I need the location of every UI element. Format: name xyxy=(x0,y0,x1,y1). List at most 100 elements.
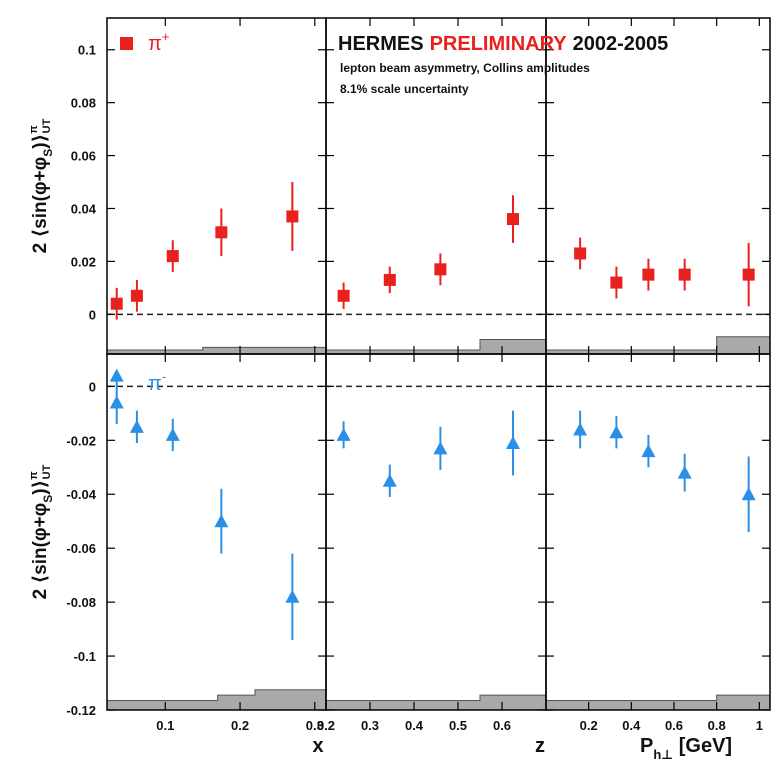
data-point-pi-plus xyxy=(337,289,350,302)
systematic-bands xyxy=(106,336,771,711)
data-point-pi-minus xyxy=(109,395,124,409)
data-point-pi-minus xyxy=(573,422,588,436)
legend-label-base: π xyxy=(148,33,162,55)
header-status: PRELIMINARY xyxy=(430,33,568,55)
x-axis-title: z xyxy=(535,735,545,757)
x-axis-title-base: P xyxy=(640,735,653,757)
x-tick-label: 0.4 xyxy=(622,718,641,733)
data-marks xyxy=(109,182,756,640)
legend-marker-pi-plus xyxy=(120,37,133,50)
x-tick-label: 0.6 xyxy=(665,718,683,733)
y-axis-title-sup: π xyxy=(28,125,40,134)
x-axis-title: x xyxy=(312,735,323,757)
x-tick-label: 0.2 xyxy=(317,718,335,733)
x-axis-title-suffix: [GeV] xyxy=(673,735,732,757)
systematic-band-pi-minus-col-2 xyxy=(545,694,771,711)
y-axis-title-sup: π xyxy=(28,471,40,480)
data-point-pi-minus xyxy=(285,589,300,603)
data-point-pi-minus xyxy=(214,514,229,528)
panel-frame-row-1-col-2 xyxy=(545,353,771,711)
data-point-pi-minus xyxy=(382,473,397,487)
data-point-pi-minus xyxy=(609,425,624,439)
y-axis-title: 2 ⟨sin(φ+φS)⟩πUT xyxy=(28,118,55,253)
data-point-pi-plus xyxy=(166,250,179,263)
x-axis-title-base: x xyxy=(312,735,323,757)
y-axis-title-base: 2 ⟨sin(φ+φ xyxy=(30,157,51,254)
y-axis-title-base: 2 ⟨sin(φ+φ xyxy=(30,503,51,600)
y-axis-title-close: )⟩ xyxy=(30,480,51,495)
header-subtitle: lepton beam asymmetry, Collins amplitude… xyxy=(340,61,590,75)
tick-labels: 0 0.02 0.04 0.06 0.08 0.1 0 -0.02 -0.04 -0.06 -0.0… xyxy=(66,43,763,733)
data-point-pi-plus xyxy=(642,268,655,281)
x-tick-label: 1 xyxy=(756,718,763,733)
y-axis-title: 2 ⟨sin(φ+φS)⟩πUT xyxy=(28,464,55,599)
axis-ticks xyxy=(107,18,770,711)
data-point-pi-plus xyxy=(110,297,123,310)
systematic-band-pi-plus-col-0 xyxy=(106,346,327,355)
y-axis-title-sub: UT xyxy=(41,464,53,479)
legend-label-sup: - xyxy=(162,369,166,384)
y-tick-label: 0.1 xyxy=(78,43,96,58)
data-point-pi-minus xyxy=(741,487,756,501)
x-tick-label: 0.3 xyxy=(306,718,324,733)
data-point-pi-minus-extra xyxy=(109,368,124,382)
x-tick-label: 0.2 xyxy=(231,718,249,733)
y-tick-label: -0.06 xyxy=(66,541,96,556)
y-axis-title-sub-s: S xyxy=(41,495,55,503)
y-tick-label: -0.02 xyxy=(66,433,96,448)
x-tick-label: 0.6 xyxy=(493,718,511,733)
header-experiment: HERMES xyxy=(338,33,424,55)
x-axis-title: Ph⊥ [GeV] xyxy=(640,735,732,762)
data-point-pi-minus xyxy=(129,419,144,433)
data-point-pi-plus xyxy=(507,213,519,226)
x-tick-label: 0.1 xyxy=(156,718,174,733)
systematic-band-pi-minus-col-1 xyxy=(325,676,547,711)
panel-frame-row-1-col-0 xyxy=(106,353,327,711)
data-point-pi-plus xyxy=(383,273,396,286)
data-point-pi-plus xyxy=(286,210,299,223)
legend-label-base: π xyxy=(148,373,162,395)
y-tick-label: 0.04 xyxy=(71,201,97,216)
data-point-pi-plus xyxy=(215,226,228,239)
x-tick-label: 0.2 xyxy=(580,718,598,733)
x-tick-label: 0.3 xyxy=(361,718,379,733)
panel-frame-row-1-col-1 xyxy=(325,353,547,711)
data-point-pi-minus xyxy=(677,465,692,479)
y-axis-title-close: )⟩ xyxy=(30,134,51,149)
legend-label: π+ xyxy=(148,29,169,55)
data-point-pi-plus xyxy=(434,263,447,276)
y-tick-label: 0.02 xyxy=(71,254,96,269)
header-years: 2002-2005 xyxy=(573,33,669,55)
data-point-pi-minus xyxy=(336,427,351,441)
zero-lines xyxy=(107,313,770,388)
x-tick-label: 0.4 xyxy=(405,718,424,733)
x-tick-label: 0.5 xyxy=(449,718,467,733)
x-tick-label: 0.8 xyxy=(708,718,726,733)
y-tick-label: 0 xyxy=(89,307,96,322)
y-tick-label: -0.1 xyxy=(74,649,96,664)
data-point-pi-minus xyxy=(165,427,180,441)
systematic-band-pi-plus-col-1 xyxy=(325,338,547,355)
y-tick-label: -0.04 xyxy=(66,487,96,502)
y-axis-title-sub: UT xyxy=(41,118,53,133)
y-tick-label: 0.08 xyxy=(71,96,96,111)
legend-label-sup: + xyxy=(162,29,170,44)
x-axis-title-sub: h⊥ xyxy=(653,747,673,762)
data-point-pi-plus xyxy=(130,289,143,302)
panel-frames xyxy=(106,17,771,711)
systematic-band-pi-plus-col-2 xyxy=(545,336,771,355)
y-tick-label: -0.08 xyxy=(66,595,96,610)
y-tick-label: 0.06 xyxy=(71,149,96,164)
data-point-pi-plus xyxy=(610,276,623,289)
systematic-band-pi-minus-col-0 xyxy=(106,689,327,711)
legend-label: π- xyxy=(148,369,166,395)
data-point-pi-minus xyxy=(641,444,656,458)
header-line: HERMES PRELIMINARY 2002-2005 xyxy=(338,33,668,55)
data-point-pi-plus xyxy=(742,268,755,281)
y-tick-label: 0 xyxy=(89,379,96,394)
data-point-pi-minus xyxy=(506,436,520,449)
y-axis-title-sub-s: S xyxy=(41,149,55,157)
x-axis-title-base: z xyxy=(535,735,545,757)
